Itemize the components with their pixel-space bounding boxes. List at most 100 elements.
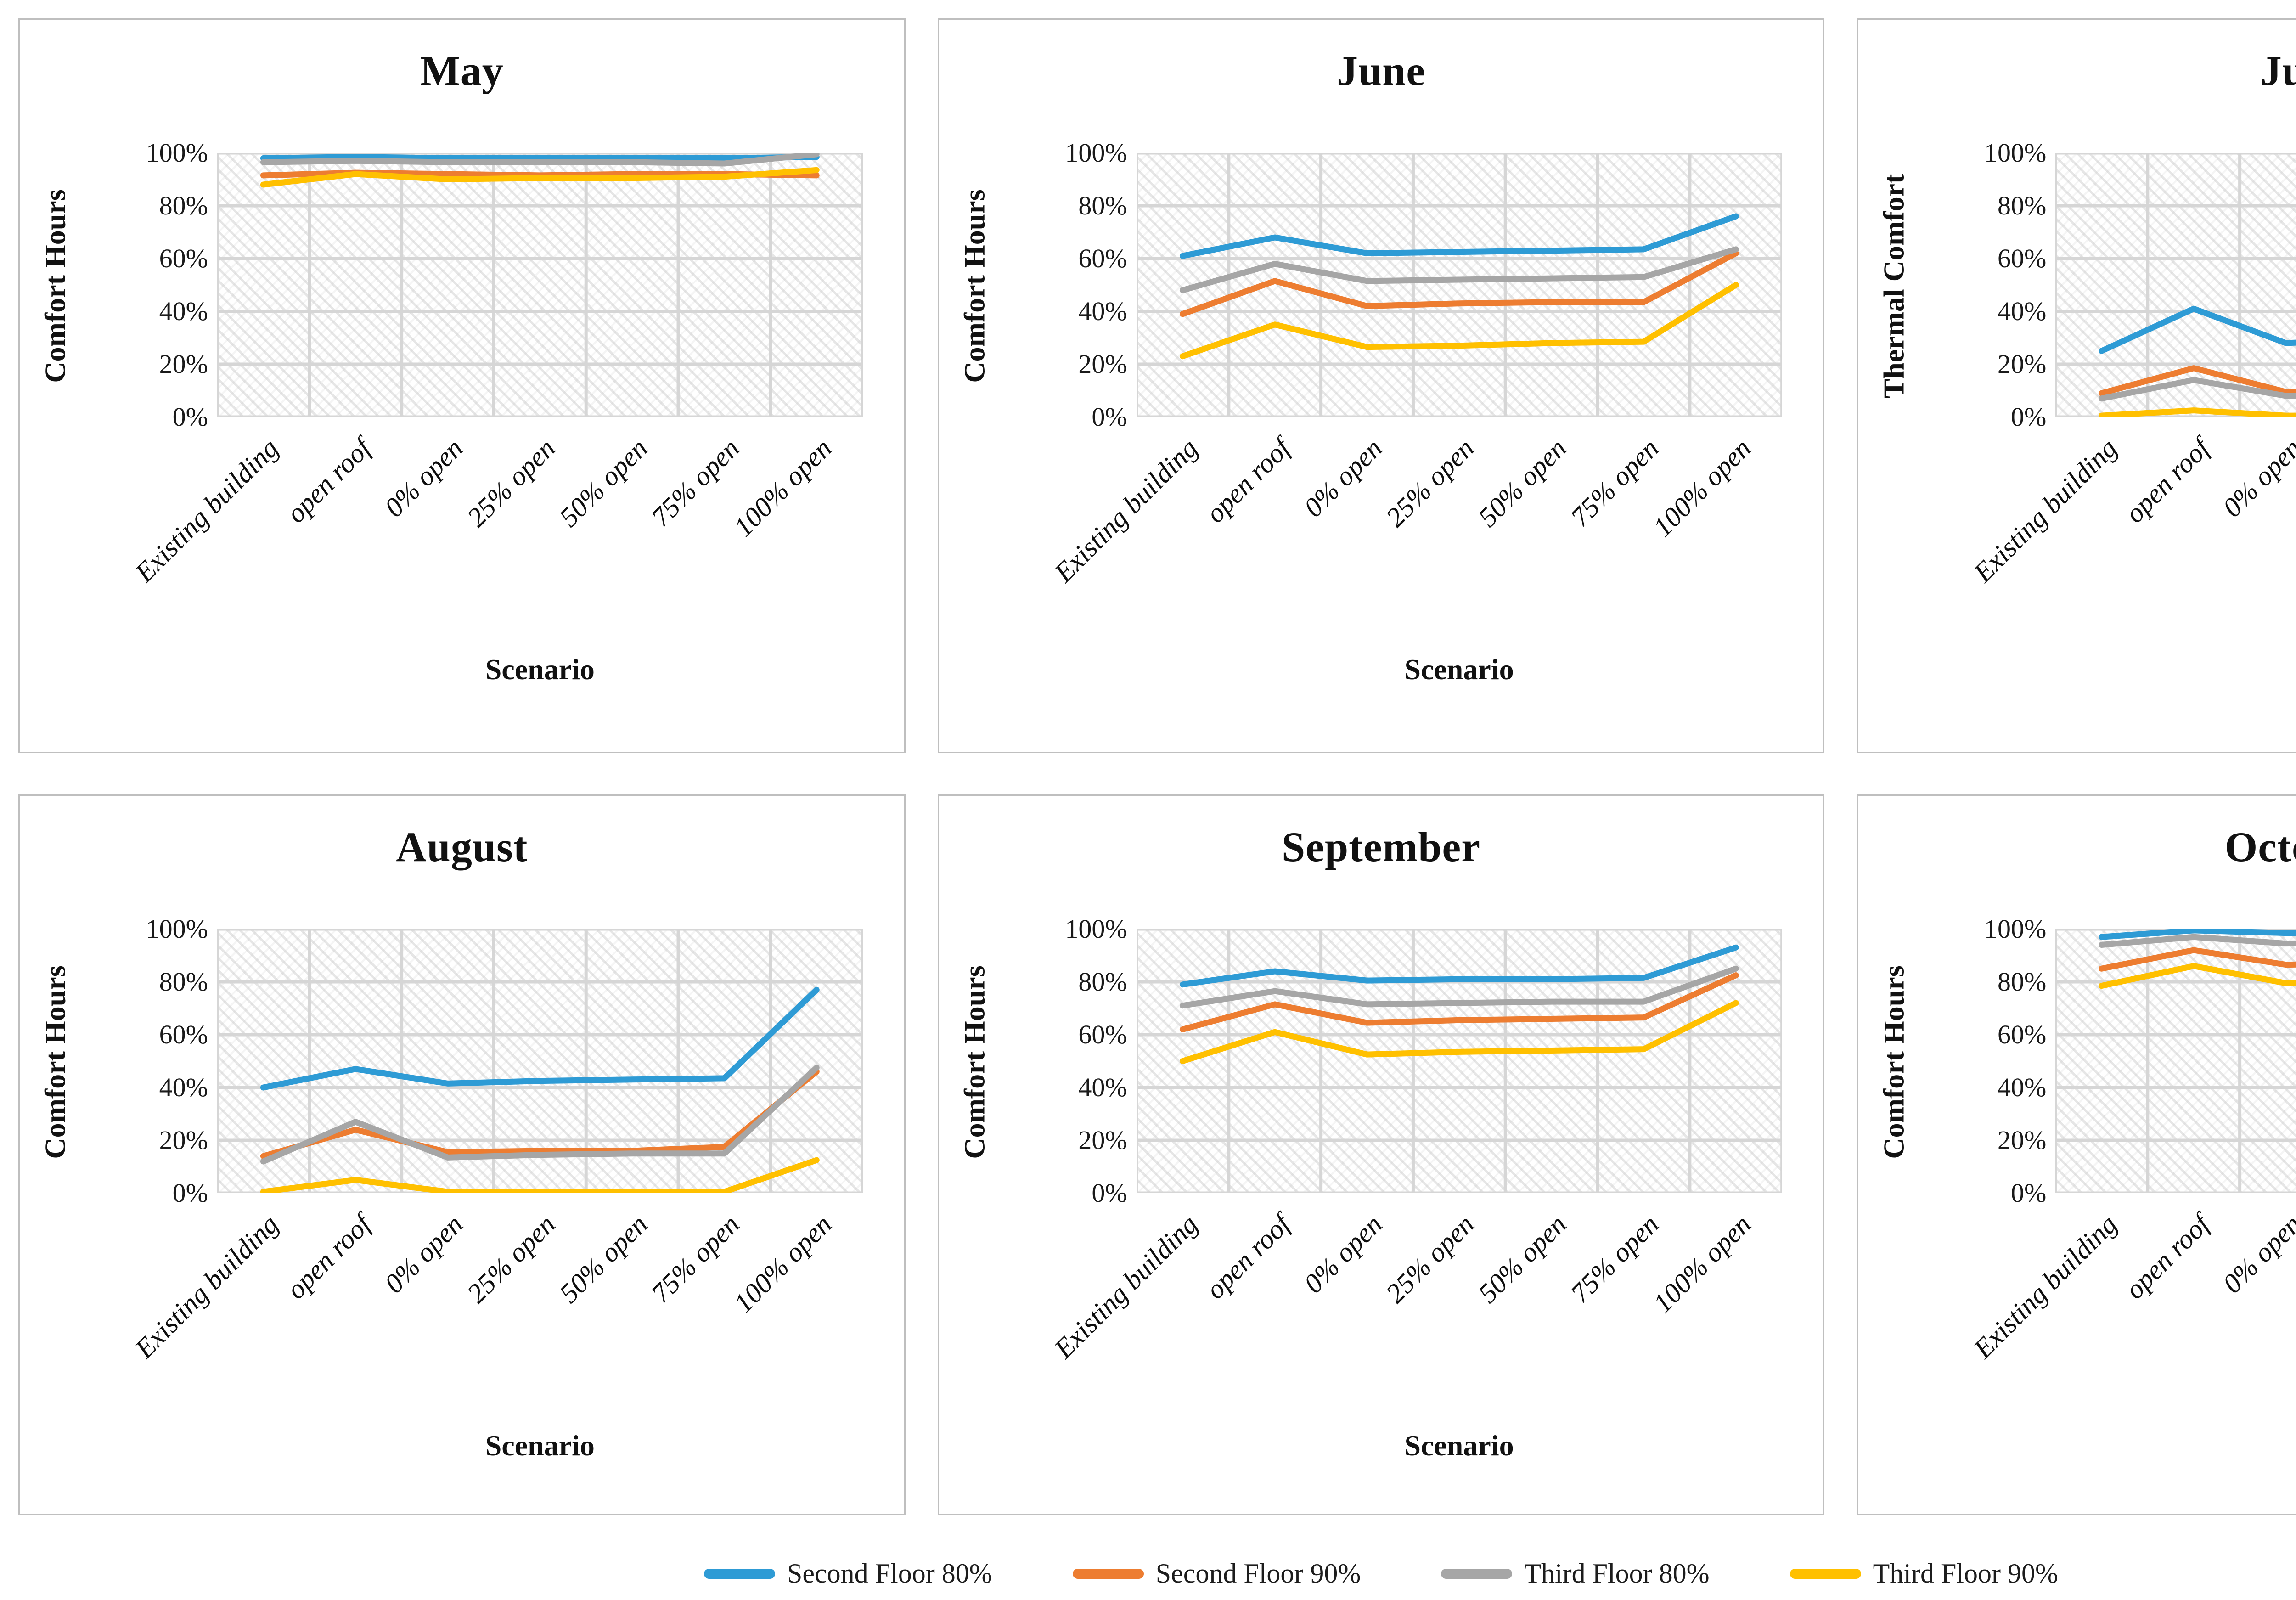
- y-tick-label: 20%: [1998, 349, 2047, 379]
- legend-label: Second Floor 90%: [1155, 1558, 1361, 1589]
- gridlines: [2055, 153, 2296, 417]
- plot-area-june: [1136, 153, 1782, 417]
- x-axis-title-september: Scenario: [1404, 1429, 1514, 1462]
- chart-panel-august: August Comfort Hours 100% 80% 60% 40% 20% 0% Exi…: [18, 794, 906, 1515]
- legend-swatch-third-floor-90-icon: [1790, 1568, 1861, 1579]
- chart-panel-may: May Comfort Hours 100% 80% 60% 40% 20% 0% Existi…: [18, 18, 906, 753]
- series-line-second-floor-90: [2102, 335, 2296, 394]
- series-line-third-floor-80: [1182, 249, 1736, 290]
- y-axis-title-october: Comfort Hours: [1866, 911, 1921, 1214]
- x-axis-title-october: Scenario: [2055, 1429, 2296, 1463]
- plot-svg: [2055, 929, 2296, 1193]
- y-axis-title-text: Comfort Hours: [958, 189, 991, 383]
- chart-title-june: June: [1336, 47, 1426, 94]
- y-axis-title-text: Thermal Comfort: [1877, 174, 1910, 399]
- y-axis-title-text: Comfort Hours: [39, 965, 72, 1159]
- gridlines: [1137, 929, 1782, 1193]
- legend-swatch-third-floor-80-icon: [1441, 1568, 1513, 1579]
- legend-item-third-floor-80: Third Floor 80%: [1441, 1558, 1710, 1589]
- chart-title-july: July: [2260, 47, 2296, 94]
- series-line-third-floor-80: [2102, 346, 2296, 399]
- y-tick-label: 80%: [1078, 191, 1127, 220]
- y-tick-label: 0%: [2011, 402, 2047, 432]
- y-axis-title-text: Comfort Hours: [958, 965, 991, 1159]
- series-line-second-floor-80: [263, 157, 816, 158]
- plot-area-october: [2055, 929, 2296, 1193]
- series-line-third-floor-80: [263, 154, 816, 163]
- y-tick-label: 20%: [1998, 1125, 2047, 1155]
- gridlines: [217, 153, 863, 417]
- y-axis-title-august: Comfort Hours: [28, 911, 83, 1214]
- series-line-second-floor-80: [1182, 947, 1736, 985]
- y-tick-label: 100%: [1065, 914, 1127, 944]
- y-tick-label: 100%: [146, 914, 208, 944]
- y-tick-label: 40%: [159, 296, 208, 326]
- legend-label: Third Floor 90%: [1873, 1558, 2058, 1589]
- plot-svg: [217, 153, 863, 417]
- y-tick-label: 60%: [1078, 243, 1127, 273]
- y-axis-title-text: Comfort Hours: [39, 189, 72, 383]
- legend-item-second-floor-90: Second Floor 90%: [1072, 1558, 1361, 1589]
- chart-title-september: September: [1281, 823, 1481, 870]
- series-line-second-floor-90: [1182, 254, 1736, 314]
- series-line-third-floor-90: [1182, 285, 1736, 356]
- legend-swatch-second-floor-80-icon: [704, 1568, 776, 1579]
- charts-grid: May Comfort Hours 100% 80% 60% 40% 20% 0% Existi…: [18, 18, 2296, 1515]
- x-axis-title-august: Scenario: [485, 1429, 595, 1462]
- legend-label: Third Floor 80%: [1524, 1558, 1710, 1589]
- y-axis-title-may: Comfort Hours: [28, 135, 83, 438]
- y-tick-label: 40%: [1998, 296, 2047, 326]
- y-axis-title-july: Thermal Comfort: [1866, 135, 1921, 438]
- chart-panel-june: June Comfort Hours 100% 80% 60% 40% 20% 0% Exist…: [937, 18, 1825, 753]
- y-tick-label: 100%: [1984, 914, 2047, 944]
- series-line-third-floor-90: [2102, 940, 2296, 986]
- chart-panel-september: September Comfort Hours 100% 80% 60% 40% 20% 0%…: [937, 794, 1825, 1515]
- series-line-second-floor-90: [263, 1072, 816, 1156]
- chart-panel-july: JulyThermal Comfort100%80%60%40%20%0%Exi…: [1857, 18, 2296, 753]
- y-tick-label: 40%: [1078, 296, 1127, 326]
- series-line-third-floor-90: [2102, 401, 2296, 416]
- y-tick-label: 60%: [159, 1020, 208, 1049]
- y-tick-label: 60%: [1998, 243, 2047, 273]
- series-line-third-floor-90: [1182, 1003, 1736, 1061]
- series-line-third-floor-80: [2102, 930, 2296, 945]
- series-line-third-floor-90: [263, 170, 816, 185]
- series-line-second-floor-80: [2102, 243, 2296, 351]
- y-tick-label: 40%: [1998, 1072, 2047, 1102]
- plot-area-may: [217, 153, 863, 417]
- series-line-second-floor-90: [2102, 935, 2296, 969]
- plot-svg: [2055, 153, 2296, 417]
- chart-title-october: October: [2224, 823, 2296, 870]
- y-tick-label: 80%: [1078, 967, 1127, 997]
- plot-svg: [217, 929, 863, 1193]
- y-tick-label: 60%: [1078, 1020, 1127, 1049]
- y-tick-label: 20%: [159, 349, 208, 379]
- series-line-second-floor-80: [1182, 216, 1736, 256]
- legend-item-third-floor-90: Third Floor 90%: [1790, 1558, 2058, 1589]
- legend-item-second-floor-80: Second Floor 80%: [704, 1558, 992, 1589]
- y-axis-title-june: Comfort Hours: [947, 135, 1002, 438]
- y-tick-label: 100%: [146, 138, 208, 168]
- y-tick-label: 20%: [1078, 1125, 1127, 1155]
- y-tick-label: 100%: [1065, 138, 1127, 168]
- y-tick-label: 80%: [1998, 191, 2047, 220]
- series-line-second-floor-80: [2102, 930, 2296, 937]
- y-tick-label: 40%: [1078, 1072, 1127, 1102]
- x-axis-title-may: Scenario: [485, 653, 595, 686]
- x-axis-title-june: Scenario: [1404, 653, 1514, 686]
- plot-svg: [1137, 153, 1782, 417]
- y-tick-label: 60%: [159, 243, 208, 273]
- plot-area-july: [2055, 153, 2296, 417]
- chart-title-august: August: [396, 823, 528, 870]
- y-tick-label: 20%: [1078, 349, 1127, 379]
- y-tick-label: 80%: [1998, 967, 2047, 997]
- x-axis-title-july: Scenario: [2055, 653, 2296, 687]
- gridlines: [217, 929, 863, 1193]
- chart-panel-october: OctoberComfort Hours100%80%60%40%20%0%Ex…: [1857, 794, 2296, 1515]
- series-line-third-floor-80: [263, 1068, 816, 1161]
- y-axis-title-text: Comfort Hours: [1877, 965, 1910, 1159]
- y-tick-label: 0%: [1092, 402, 1127, 432]
- series-line-second-floor-80: [263, 990, 816, 1087]
- series-line-second-floor-90: [1182, 975, 1736, 1030]
